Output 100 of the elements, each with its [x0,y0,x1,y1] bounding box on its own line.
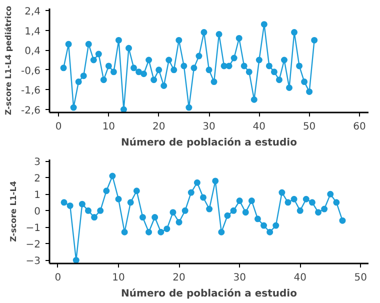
point [311,36,318,44]
point [103,188,110,194]
y-tick-label: 2,4 [24,6,41,18]
point [190,64,198,72]
point [176,218,182,226]
x-tick-label: 20 [172,272,186,284]
x-tick-label: 10 [102,122,116,132]
point [95,50,102,58]
point [176,36,182,44]
point [260,21,268,28]
point [280,56,288,64]
point [206,66,212,74]
x-axis-title: Número de población a estudio [121,288,298,300]
point [216,31,222,38]
x-tick-label: 40 [252,122,266,132]
point [121,228,128,236]
point [109,172,116,180]
point [158,228,164,236]
point [308,199,316,206]
point [110,68,117,76]
point [84,207,92,214]
point [266,228,274,236]
y-tick-label: 2 [34,174,41,185]
point [120,106,127,112]
point [115,196,122,202]
point [276,76,282,84]
x-tick-label: 10 [112,272,125,284]
point [60,64,67,72]
point [60,199,68,206]
point [72,256,80,264]
y-tick-label: −3 [26,256,41,268]
point [127,199,134,206]
point [194,179,200,186]
point [230,207,237,214]
y-axis-title: Z-score L1-L4 [8,180,18,242]
point [156,66,162,74]
point [170,66,178,74]
y-tick-label: −1 [26,223,41,234]
point [284,199,292,206]
point [339,217,346,224]
point [218,228,225,236]
point [115,36,122,44]
point [302,196,310,202]
point [270,68,278,76]
x-tick-label: 0 [55,122,62,132]
point [136,68,142,76]
point [146,228,152,236]
point [260,222,268,229]
point [140,70,148,78]
point [236,198,243,204]
y-tick-label: -0,6 [20,66,41,77]
point [170,209,176,216]
y-axis-title: Z-score L1-L4 pediátrico [4,5,13,116]
y-tick-label: -1,6 [20,86,41,97]
x-tick-label: 60 [353,122,366,132]
point [256,56,262,64]
point [272,222,280,229]
x-axis-title: Número de población a estudio [121,138,298,148]
point [85,40,92,48]
point [90,56,97,64]
point [126,44,132,52]
x-tick-label: 40 [294,272,306,284]
point [70,104,77,111]
point [212,178,219,184]
point [291,29,298,36]
point [236,34,242,42]
point [224,212,231,219]
point [226,62,232,70]
y-tick-label: 0,4 [24,46,41,58]
y-tick-label: 0 [34,206,41,218]
y-tick-label: −2 [26,240,41,251]
point [100,76,107,84]
point [166,56,172,64]
point [248,198,255,204]
point [65,40,72,48]
y-tick-label: 1,4 [24,26,41,38]
y-tick-label: 1 [34,190,41,202]
point [242,209,249,216]
point [278,189,286,196]
x-tick-label: 20 [152,122,166,132]
point [230,54,238,62]
point [200,29,208,36]
point [180,62,188,70]
point [206,206,213,212]
point [186,104,192,111]
point [105,62,112,70]
point [286,84,292,91]
y-tick-label: 3 [34,157,41,168]
point [266,62,272,70]
point [75,78,82,86]
point [196,52,202,60]
point [315,209,322,216]
point [91,214,98,221]
point [240,62,248,70]
point [321,206,328,212]
point [301,78,308,86]
point [80,72,87,80]
y-tick-label: -2,6 [20,106,41,117]
x-tick-label: 50 [354,272,368,284]
point [78,200,86,208]
